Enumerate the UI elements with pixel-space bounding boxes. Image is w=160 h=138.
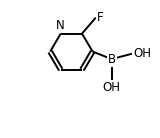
Text: F: F bbox=[97, 11, 104, 24]
Text: B: B bbox=[108, 53, 116, 66]
Text: OH: OH bbox=[103, 81, 121, 94]
Text: N: N bbox=[56, 19, 65, 33]
Text: OH: OH bbox=[133, 47, 151, 60]
